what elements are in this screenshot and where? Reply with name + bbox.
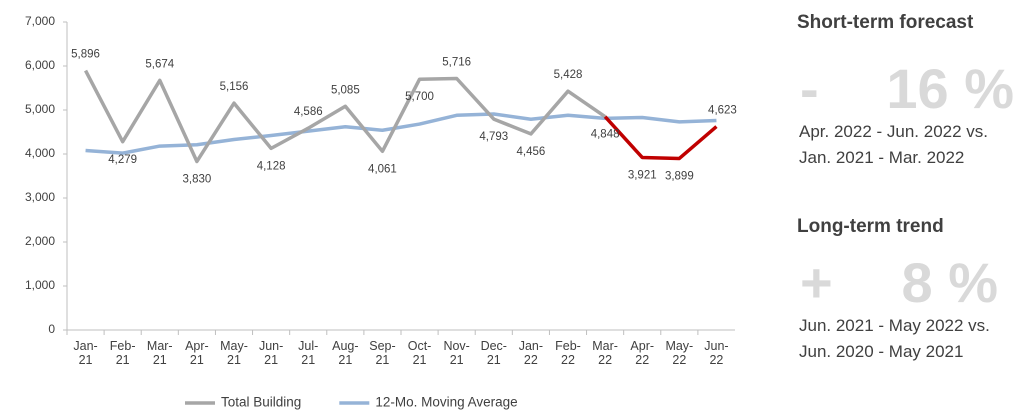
- y-tick-label: 4,000: [25, 146, 55, 160]
- y-tick-label: 1,000: [25, 278, 55, 292]
- data-label: 5,716: [442, 57, 471, 69]
- series-line: [84, 69, 607, 164]
- x-tick-label: Mar- 22: [592, 339, 618, 367]
- data-label: 5,156: [220, 81, 249, 93]
- x-tick-label: Oct- 21: [407, 339, 432, 367]
- x-tick-label: Jan- 21: [73, 339, 98, 367]
- x-tick-label: Dec- 21: [480, 339, 507, 367]
- panel-title: Long-term trend: [797, 216, 944, 237]
- x-tick-label: Jun- 22: [704, 339, 729, 367]
- x-tick-label: May- 22: [665, 339, 694, 367]
- y-tick-label: 6,000: [25, 58, 55, 72]
- chart: 0 1,000 2,000 3,000 4,000 5,000 6,000 7,000 5,89…: [25, 14, 737, 410]
- panel-title: Short-term forecast: [797, 12, 974, 33]
- x-tick-label: Sep- 21: [369, 339, 396, 367]
- panel-text: Jan. 2021 - Mar. 2022: [799, 148, 965, 167]
- y-tick-label: 3,000: [25, 190, 55, 204]
- y-tick-label: 2,000: [25, 234, 55, 248]
- data-label: 4,586: [294, 106, 323, 118]
- panel-value: 16 %: [886, 57, 1014, 120]
- data-label: 5,896: [71, 49, 100, 61]
- x-tick-label: Feb- 22: [555, 339, 581, 367]
- data-label: 4,793: [479, 131, 508, 143]
- x-tick-label: Jan- 22: [518, 339, 544, 367]
- panel-value: 8 %: [901, 251, 999, 314]
- data-label: 4,456: [516, 146, 545, 158]
- legend-label: Total Building: [221, 395, 301, 410]
- data-label: 4,061: [368, 163, 397, 175]
- y-tick-label: 0: [48, 322, 55, 336]
- data-label: 5,700: [405, 91, 434, 103]
- data-label: 4,623: [708, 105, 737, 117]
- legend-label: 12-Mo. Moving Average: [375, 395, 517, 410]
- panel-sign: +: [800, 251, 833, 314]
- x-tick-label: Jun- 21: [258, 339, 284, 367]
- data-label: 5,674: [145, 58, 174, 70]
- data-label: 3,899: [665, 170, 694, 182]
- data-label: 5,428: [554, 69, 583, 81]
- data-label: 4,848: [591, 129, 620, 141]
- data-label: 5,085: [331, 84, 360, 96]
- panel-text: Jun. 2020 - May 2021: [799, 342, 964, 361]
- x-tick-label: May- 21: [220, 339, 248, 367]
- data-label: 3,921: [628, 170, 657, 182]
- y-tick-label: 7,000: [25, 14, 55, 28]
- x-tick-label: Feb- 21: [109, 339, 136, 367]
- x-tick-label: Aug- 21: [332, 339, 359, 367]
- forecast-line: [603, 115, 718, 161]
- x-tick-label: Apr- 21: [185, 339, 209, 367]
- x-tick-label: Mar- 21: [146, 339, 173, 367]
- x-tick-label: Jul- 21: [298, 339, 319, 367]
- panel-sign: -: [800, 57, 819, 120]
- panel-text: Apr. 2022 - Jun. 2022 vs.: [799, 122, 989, 141]
- data-label: 3,830: [182, 174, 211, 186]
- x-tick-label: Apr- 22: [630, 339, 655, 367]
- data-label: 4,128: [257, 160, 286, 172]
- x-tick-label: Nov- 21: [443, 339, 470, 367]
- panel-text: Jun. 2021 - May 2022 vs.: [799, 316, 990, 335]
- y-tick-label: 5,000: [25, 102, 55, 116]
- data-label: 4,279: [108, 154, 137, 166]
